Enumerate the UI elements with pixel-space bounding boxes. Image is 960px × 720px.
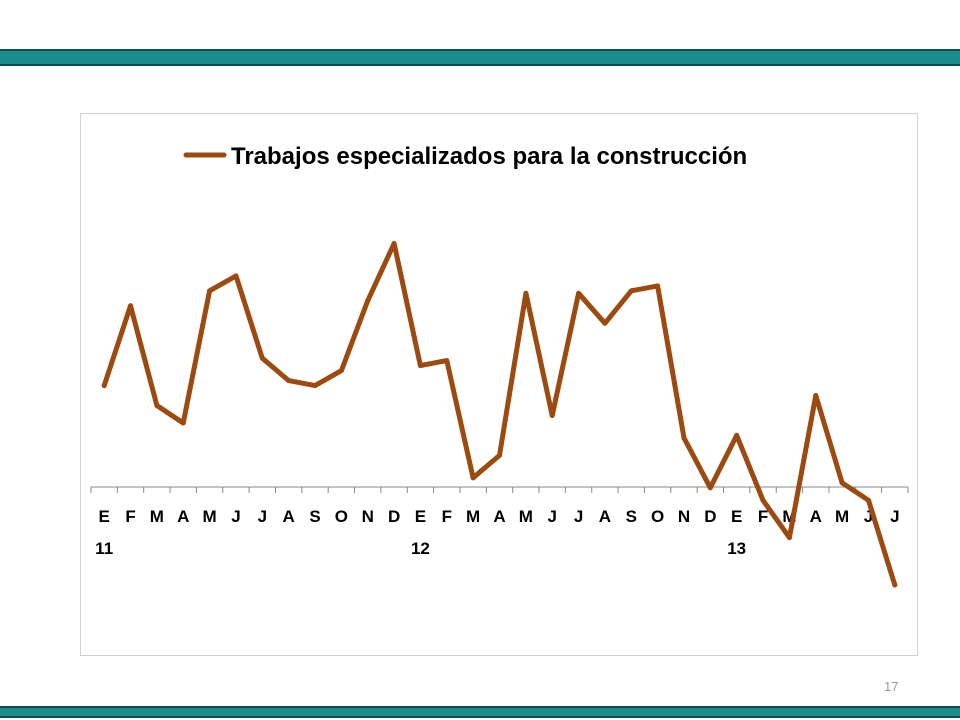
data-point [628, 288, 634, 294]
x-tick-label: A [283, 507, 295, 526]
x-tick-label: J [574, 507, 583, 526]
data-point [839, 480, 845, 486]
x-tick-label: F [758, 507, 768, 526]
x-tick-label: M [835, 507, 849, 526]
x-tick-label: D [704, 507, 716, 526]
bottom-accent-bar [0, 706, 960, 718]
x-tick-label: A [493, 507, 505, 526]
x-tick-label: M [150, 507, 164, 526]
chart-frame: Trabajos especializados para la construc… [80, 113, 918, 656]
x-tick-label: O [335, 507, 348, 526]
data-point [365, 298, 371, 304]
x-tick-label: O [651, 507, 664, 526]
data-point [681, 435, 687, 441]
data-point [128, 303, 134, 309]
x-tick-label: N [678, 507, 690, 526]
x-year-label: 12 [411, 539, 430, 558]
data-point [549, 412, 555, 418]
x-tick-label: J [231, 507, 240, 526]
data-point [286, 378, 292, 384]
x-tick-label: J [864, 507, 873, 526]
x-tick-label: N [362, 507, 374, 526]
x-tick-label: M [519, 507, 533, 526]
data-point [497, 452, 502, 458]
x-tick-label: F [125, 507, 135, 526]
x-tick-label: A [810, 507, 822, 526]
x-tick-label: M [466, 507, 480, 526]
x-tick-label: E [415, 507, 426, 526]
data-point [865, 497, 871, 503]
x-tick-label: A [599, 507, 611, 526]
data-point [602, 320, 608, 326]
x-tick-label: M [203, 507, 217, 526]
x-tick-label: J [258, 507, 267, 526]
x-tick-label: J [890, 507, 899, 526]
data-point [338, 368, 344, 374]
data-point [523, 290, 529, 296]
data-point [207, 288, 213, 294]
x-tick-label: D [388, 507, 400, 526]
data-point [707, 485, 713, 491]
x-year-label: 13 [727, 539, 746, 558]
data-point [154, 403, 160, 409]
series-line [101, 241, 898, 588]
data-point [312, 383, 318, 389]
legend: Trabajos especializados para la construc… [183, 143, 747, 170]
x-tick-label: E [99, 507, 110, 526]
data-point [417, 363, 423, 369]
x-tick-label: E [731, 507, 742, 526]
x-year-label: 11 [95, 539, 113, 558]
data-point [101, 383, 107, 389]
data-point [233, 273, 239, 279]
data-point [734, 432, 740, 438]
data-point [786, 535, 792, 541]
data-point [444, 358, 450, 364]
x-tick-label: J [547, 507, 556, 526]
data-point [391, 240, 397, 246]
top-accent-bar [0, 49, 960, 66]
line-chart: Trabajos especializados para la construc… [90, 143, 909, 588]
data-point [655, 283, 661, 289]
x-tick-label: S [309, 507, 320, 526]
data-point [892, 582, 898, 588]
data-point [760, 497, 766, 503]
data-point [470, 475, 476, 481]
x-tick-label: S [626, 507, 637, 526]
data-point [180, 420, 186, 426]
legend-label: Trabajos especializados para la construc… [231, 143, 747, 170]
x-tick-label: A [177, 507, 189, 526]
data-point [576, 290, 582, 296]
page-number: 17 [884, 679, 899, 694]
data-point [813, 393, 819, 399]
x-tick-label: F [442, 507, 452, 526]
data-point [259, 355, 265, 361]
